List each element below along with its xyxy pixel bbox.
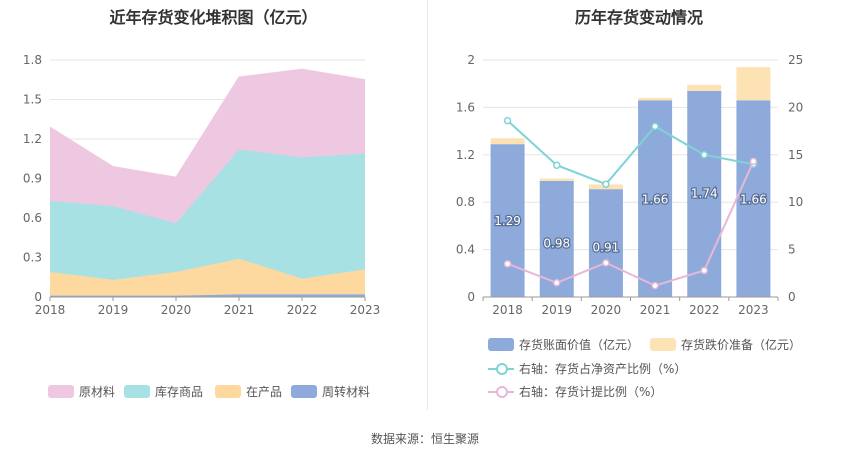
bar-data-label: 0.91 bbox=[593, 240, 620, 254]
legend-swatch bbox=[215, 385, 241, 398]
bar-impairment-reserve bbox=[687, 84, 722, 91]
right-y-tick-label: 25 bbox=[788, 53, 803, 67]
x-tick-label: 2021 bbox=[224, 303, 255, 317]
line-point bbox=[602, 259, 610, 267]
line-point bbox=[651, 281, 659, 290]
legend-label: 存货账面价值（亿元） bbox=[519, 338, 640, 352]
legend-label: 周转材料 bbox=[322, 385, 371, 399]
legend-swatch bbox=[48, 385, 74, 398]
inventory-change-panel: 历年存货变动情况 0 0.4 0.8 1.2 1.6 2 0 5 10 15 20 25 1.29 0.9… bbox=[428, 0, 850, 410]
area-series bbox=[50, 258, 365, 296]
area-series bbox=[50, 149, 365, 280]
legend-item[interactable]: 存货跌价准备（亿元） bbox=[650, 336, 801, 353]
bar-data-label: 0.98 bbox=[543, 236, 570, 250]
line-point bbox=[749, 157, 758, 166]
right-y-tick-label: 20 bbox=[788, 100, 803, 114]
x-tick-label: 2021 bbox=[640, 303, 671, 317]
data-source-footer: 数据来源：恒生聚源 bbox=[370, 432, 479, 446]
area-series bbox=[50, 69, 365, 224]
bar-book-value bbox=[687, 90, 722, 297]
legend-label: 右轴：存货占净资产比例（%） bbox=[519, 362, 687, 376]
left-y-tick-label: 0.4 bbox=[456, 243, 475, 257]
legend-swatch bbox=[124, 385, 150, 398]
line-point bbox=[700, 151, 708, 159]
right-y-tick-label: 10 bbox=[788, 195, 803, 209]
y-tick-label: 0.9 bbox=[23, 172, 42, 186]
legend-label: 原材料 bbox=[79, 385, 116, 399]
left-y-tick-label: 0 bbox=[467, 290, 475, 304]
x-tick-label: 2022 bbox=[287, 303, 318, 317]
stacked-area-panel: 近年存货变化堆积图（亿元） 0 0.3 0.6 0.9 1.2 1.5 1.8 2018 201… bbox=[0, 0, 427, 410]
legend-item[interactable]: 存货账面价值（亿元） bbox=[488, 336, 639, 353]
x-tick-label: 2022 bbox=[689, 303, 720, 317]
y-tick-label: 0.6 bbox=[23, 211, 42, 225]
left-y-tick-label: 2 bbox=[467, 53, 475, 67]
y-tick-label: 0 bbox=[34, 290, 42, 304]
bar-impairment-reserve bbox=[736, 67, 771, 101]
bar-book-value bbox=[736, 100, 771, 297]
y-tick-label: 1.2 bbox=[23, 132, 42, 146]
bar-data-label: 1.74 bbox=[691, 187, 718, 201]
x-tick-label: 2023 bbox=[738, 303, 769, 317]
x-tick-label: 2020 bbox=[591, 303, 622, 317]
x-tick-label: 2018 bbox=[35, 303, 66, 317]
legend-swatch bbox=[488, 338, 514, 351]
y-tick-label: 1.5 bbox=[23, 93, 42, 107]
line-point bbox=[553, 161, 561, 169]
legend-label: 存货跌价准备（亿元） bbox=[681, 338, 802, 352]
line-point bbox=[651, 122, 659, 131]
right-y-tick-label: 15 bbox=[788, 148, 803, 162]
line-provision-ratio bbox=[507, 161, 755, 287]
bar-impairment-reserve bbox=[638, 97, 673, 101]
left-y-tick-label: 1.6 bbox=[456, 100, 475, 114]
y-tick-label: 1.8 bbox=[23, 53, 42, 67]
legend-label: 在产品 bbox=[246, 385, 283, 399]
line-point bbox=[503, 116, 512, 125]
area-series bbox=[50, 294, 365, 297]
legend-item[interactable]: 在产品 bbox=[215, 383, 282, 400]
bar-book-value bbox=[588, 189, 623, 297]
x-tick-label: 2019 bbox=[98, 303, 129, 317]
legend-label: 右轴：存货计提比例（%） bbox=[519, 385, 663, 399]
line-point bbox=[553, 279, 561, 287]
y-tick-label: 0.3 bbox=[23, 251, 42, 265]
stacked-area-chart: 0 0.3 0.6 0.9 1.2 1.5 1.8 2018 2019 2020 2021 2022 2… bbox=[23, 53, 381, 317]
legend-swatch bbox=[488, 385, 514, 398]
left-y-tick-label: 1.2 bbox=[456, 148, 475, 162]
bar-data-label: 1.66 bbox=[642, 193, 669, 207]
bar-impairment-reserve bbox=[490, 138, 525, 145]
x-tick-label: 2023 bbox=[350, 303, 381, 317]
legend-item[interactable]: 右轴：存货占净资产比例（%） bbox=[488, 360, 686, 377]
legend-item[interactable]: 库存商品 bbox=[124, 383, 203, 400]
left-y-tick-label: 0.8 bbox=[456, 195, 475, 209]
right-y-tick-label: 0 bbox=[788, 290, 796, 304]
bar-data-label: 1.66 bbox=[740, 193, 767, 207]
line-share-of-net-assets bbox=[506, 119, 754, 186]
x-tick-label: 2020 bbox=[161, 303, 192, 317]
line-point bbox=[503, 260, 512, 268]
legend-item[interactable]: 右轴：存货计提比例（%） bbox=[488, 383, 662, 400]
x-tick-label: 2019 bbox=[541, 303, 572, 317]
bar-impairment-reserve bbox=[539, 178, 574, 181]
legend-swatch bbox=[650, 338, 676, 351]
left-chart-title: 近年存货变化堆积图（亿元） bbox=[109, 8, 318, 27]
right-y-tick-label: 5 bbox=[788, 243, 796, 257]
bar-data-label: 1.29 bbox=[494, 214, 521, 228]
legend-label: 库存商品 bbox=[155, 385, 204, 399]
legend-swatch bbox=[488, 362, 514, 375]
legend-item[interactable]: 原材料 bbox=[48, 383, 115, 400]
line-point bbox=[602, 180, 610, 188]
panel-divider bbox=[427, 0, 428, 410]
legend-item[interactable]: 周转材料 bbox=[291, 383, 370, 400]
right-chart-title: 历年存货变动情况 bbox=[574, 8, 703, 27]
bar-book-value bbox=[490, 144, 525, 297]
x-tick-label: 2018 bbox=[492, 303, 523, 317]
legend-swatch bbox=[291, 385, 317, 398]
line-point bbox=[700, 266, 708, 275]
area-series-edge bbox=[49, 68, 366, 178]
